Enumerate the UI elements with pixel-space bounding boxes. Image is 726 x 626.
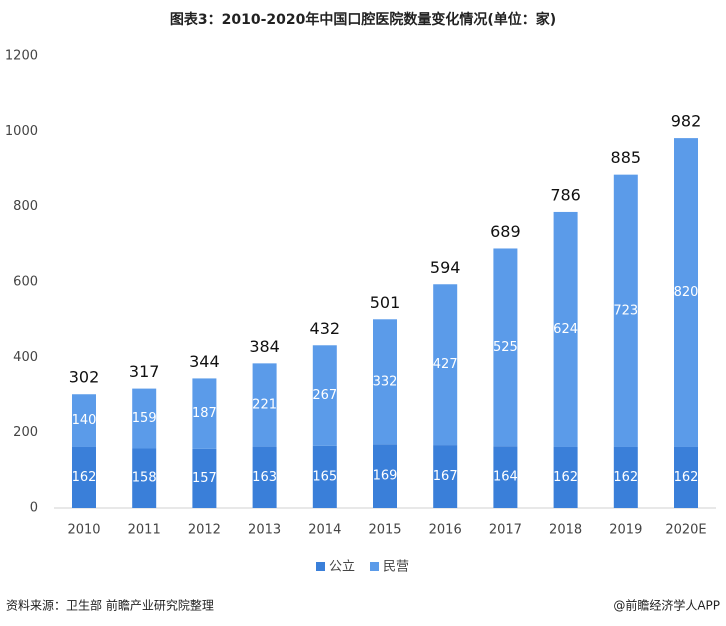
total-label: 689 [490,222,521,241]
bar-segment [373,444,397,508]
y-tick-label: 0 [30,501,38,516]
segment-label: 820 [674,285,699,300]
bar-segment [493,446,518,508]
bar-segment [674,138,698,447]
segment-label: 427 [433,357,458,372]
x-tick-label: 2010 [67,523,100,538]
bar-segment [192,448,217,508]
total-label: 432 [310,319,341,338]
bar-segment [493,248,518,447]
total-label: 302 [69,368,100,387]
x-tick-label: 2016 [429,523,462,538]
bar-segment [674,446,698,508]
total-label: 885 [611,148,642,167]
y-tick-label: 1200 [5,49,38,64]
bar-segment [312,345,337,446]
source-note: 资料来源：卫生部 前瞻产业研究院整理 [6,598,214,613]
segment-label: 165 [312,469,337,484]
y-tick-label: 600 [13,275,38,290]
segment-label: 163 [252,470,277,485]
segment-label: 140 [72,413,97,428]
bar-segment [373,319,397,445]
segment-label: 167 [433,469,458,484]
bar-segment [553,211,578,447]
legend-label: 民营 [383,560,409,575]
segment-label: 267 [312,388,337,403]
credit: @前瞻经济学人APP [613,598,720,613]
segment-label: 162 [613,470,638,485]
x-tick-label: 2017 [489,523,522,538]
bar-segment [192,378,217,449]
bar-segment [132,388,157,449]
x-tick-label: 2014 [308,523,341,538]
bar-segment [553,446,578,508]
total-label: 317 [129,362,160,381]
segment-label: 221 [252,397,277,412]
total-label: 344 [189,352,220,371]
segment-label: 158 [132,471,157,486]
total-label: 982 [671,112,702,131]
segment-label: 332 [373,374,398,389]
legend-swatch [316,562,325,571]
segment-label: 525 [493,340,518,355]
x-tick-label: 2015 [368,523,401,538]
total-label: 786 [550,185,581,204]
bar-segment [433,284,458,446]
bar-segment [72,446,96,508]
segment-label: 187 [192,406,217,421]
total-label: 594 [430,258,461,277]
segment-label: 162 [674,470,699,485]
legend-label: 公立 [329,560,355,575]
x-tick-label: 2011 [128,523,161,538]
legend-swatch [370,562,379,571]
y-tick-label: 400 [13,350,38,365]
x-tick-label: 2020E [665,523,706,538]
bar-segment [613,174,638,447]
y-tick-label: 800 [13,199,38,214]
y-tick-label: 1000 [5,124,38,139]
x-tick-label: 2013 [248,523,281,538]
segment-label: 162 [72,470,97,485]
chart-title: 图表3：2010-2020年中国口腔医院数量变化情况(单位：家) [170,11,556,28]
bar-segment [252,363,277,447]
x-tick-label: 2018 [549,523,582,538]
x-tick-label: 2019 [609,523,642,538]
bar-segment [72,394,96,447]
segment-label: 723 [613,303,638,318]
bar-segment [433,445,458,508]
total-label: 501 [370,293,401,312]
total-label: 384 [249,337,280,356]
x-tick-label: 2012 [188,523,221,538]
segment-label: 164 [493,470,518,485]
segment-label: 624 [553,322,578,337]
segment-label: 162 [553,470,578,485]
segment-label: 159 [132,411,157,426]
bar-segment [312,445,337,508]
segment-label: 157 [192,471,217,486]
bar-segment [132,448,157,508]
bar-segment [252,446,277,508]
bar-segment [613,446,638,508]
segment-label: 169 [373,469,398,484]
y-tick-label: 200 [13,425,38,440]
